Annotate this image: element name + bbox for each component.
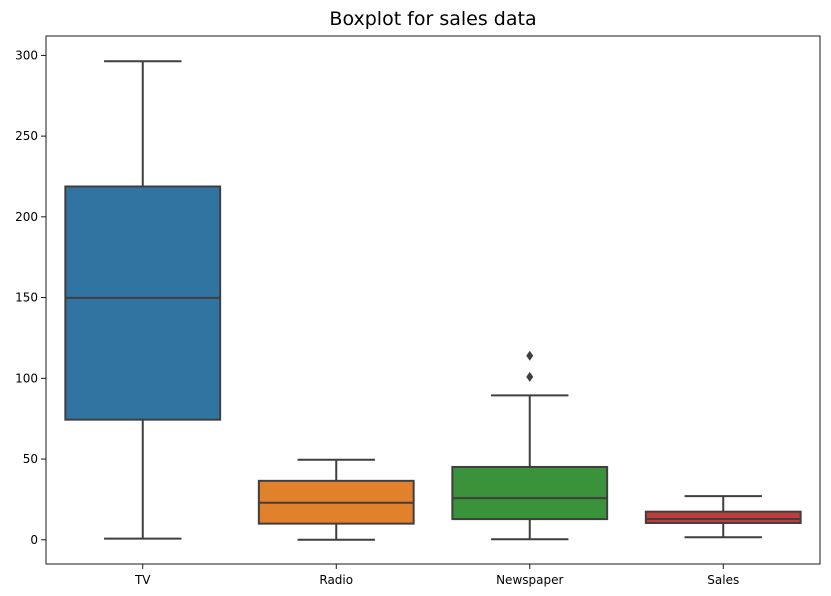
y-tick-label: 0 (30, 533, 38, 547)
y-tick-label: 250 (15, 129, 38, 143)
y-tick-label: 200 (15, 210, 38, 224)
y-tick-label: 100 (15, 371, 38, 385)
y-tick-label: 300 (15, 48, 38, 62)
x-tick-label: Sales (707, 573, 739, 587)
newspaper-box (451, 465, 609, 521)
newspaper-outlier (526, 350, 534, 361)
plot-frame (45, 35, 821, 565)
sales-box (644, 510, 802, 524)
y-tick-label: 150 (15, 291, 38, 305)
x-tick-label: TV (134, 573, 151, 587)
y-tick-label: 50 (23, 452, 38, 466)
chart-title: Boxplot for sales data (329, 8, 536, 30)
tv-box (64, 185, 222, 421)
x-tick-label: Newspaper (496, 573, 563, 587)
x-tick-label: Radio (319, 573, 353, 587)
plot-area: 0 50 100 150 200 250 300 TV Radio Newspaper Sales (15, 35, 821, 587)
newspaper-outlier (526, 371, 534, 382)
